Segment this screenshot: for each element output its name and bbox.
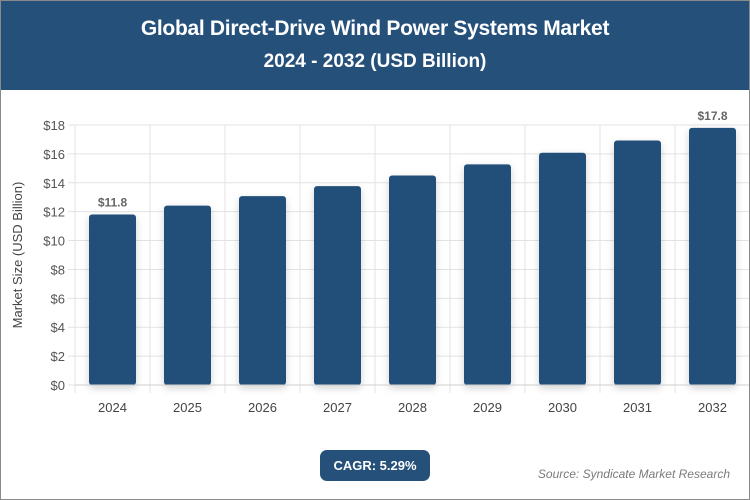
- bar-2030: [539, 152, 586, 385]
- y-tick-label: $18: [43, 118, 65, 133]
- chart-subtitle: 2024 - 2032 (USD Billion): [263, 51, 487, 72]
- y-tick-label: $16: [43, 147, 65, 162]
- x-tick-label: 2024: [98, 400, 127, 415]
- x-tick-label: 2027: [323, 400, 352, 415]
- x-tick-label: 2026: [248, 400, 277, 415]
- x-tick-label: 2028: [398, 400, 427, 415]
- bar-2025: [164, 205, 211, 385]
- y-tick-label: $14: [43, 176, 65, 191]
- bar-2024: [89, 214, 136, 385]
- bar-2029: [464, 164, 511, 385]
- y-tick-label: $12: [43, 205, 65, 220]
- y-axis-label: Market Size (USD Billion): [10, 182, 25, 329]
- bar-2027: [314, 186, 361, 385]
- bar-2026: [239, 196, 286, 385]
- bar-2031: [614, 140, 661, 385]
- x-tick-label: 2029: [473, 400, 502, 415]
- x-tick-label: 2030: [548, 400, 577, 415]
- chart-header: Global Direct-Drive Wind Power Systems M…: [0, 0, 750, 90]
- y-tick-label: $8: [51, 262, 65, 277]
- source-note: Source: Syndicate Market Research: [537, 467, 730, 481]
- x-tick-label: 2031: [623, 400, 652, 415]
- data-label: $17.8: [697, 109, 727, 123]
- data-label: $11.8: [98, 196, 128, 210]
- bar-2032: [689, 127, 736, 385]
- chart-title: Global Direct-Drive Wind Power Systems M…: [140, 17, 610, 40]
- y-tick-label: $2: [51, 349, 65, 364]
- y-tick-label: $6: [51, 291, 65, 306]
- bar-2028: [389, 175, 436, 385]
- y-tick-label: $0: [51, 378, 65, 393]
- cagr-badge: CAGR: 5.29%: [320, 450, 430, 481]
- x-tick-label: 2025: [173, 400, 202, 415]
- y-tick-label: $10: [43, 234, 65, 249]
- x-tick-label: 2032: [698, 400, 727, 415]
- y-tick-label: $4: [51, 320, 65, 335]
